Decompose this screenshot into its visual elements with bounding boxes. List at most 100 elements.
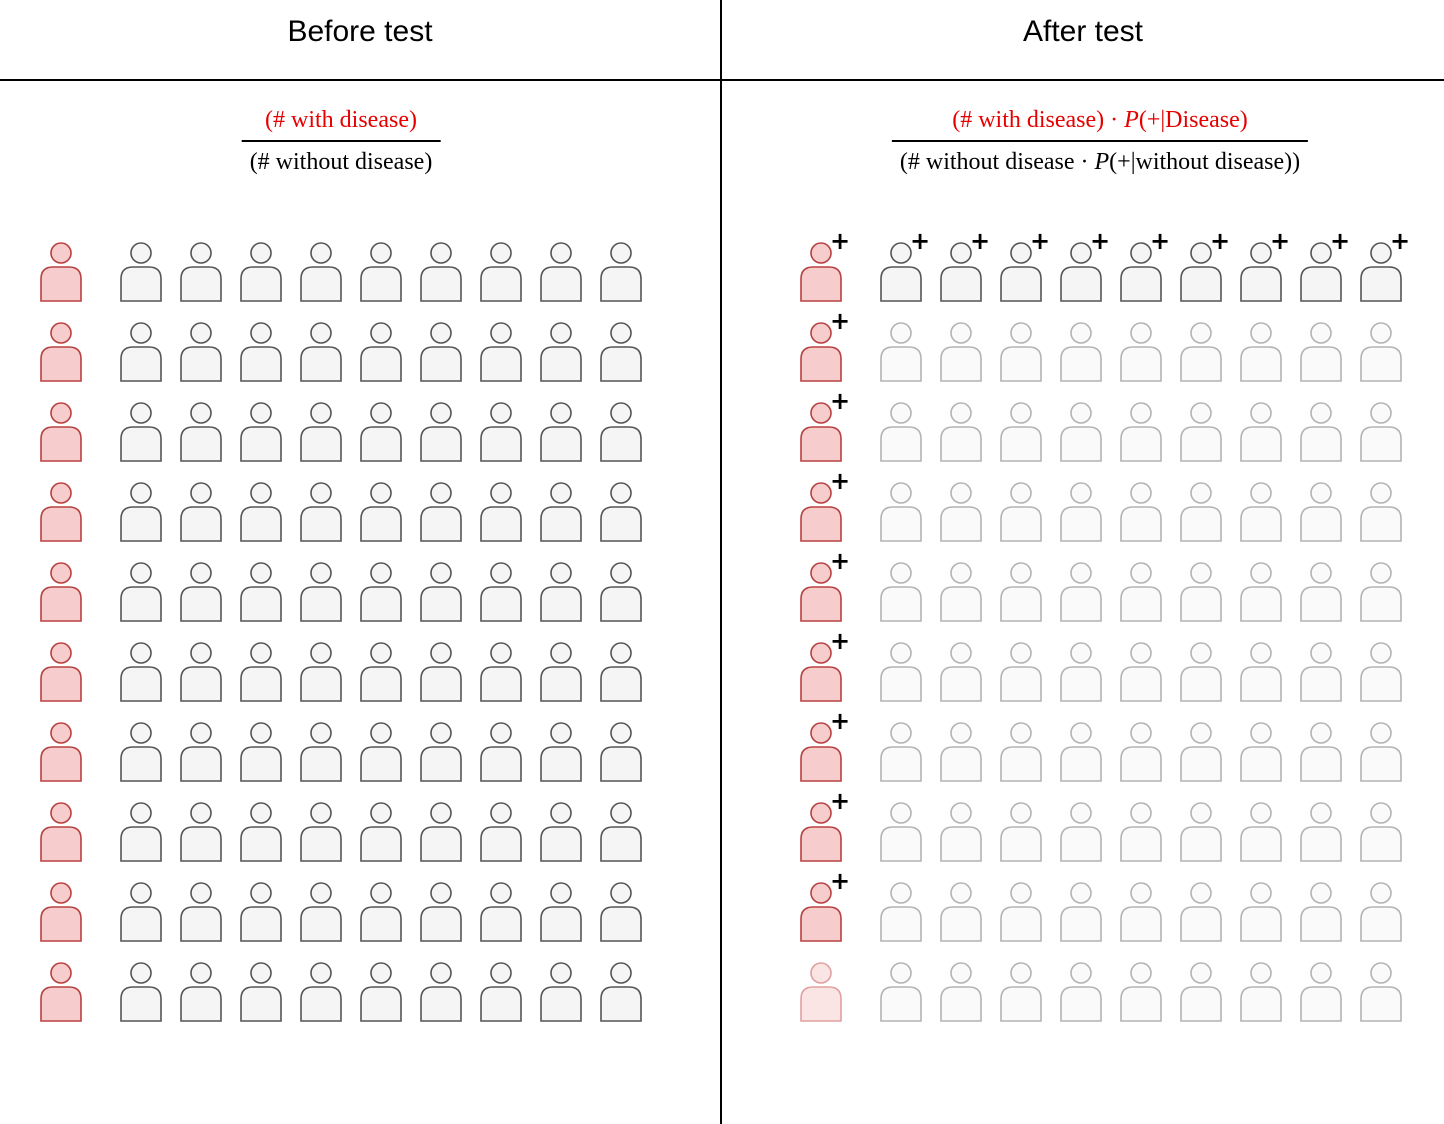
healthy-false-positive-person-icon <box>1300 242 1342 302</box>
healthy-negative-person-icon <box>1300 642 1342 702</box>
healthy-person-icon <box>600 402 642 462</box>
healthy-negative-person-icon <box>1360 722 1402 782</box>
healthy-negative-person-icon <box>1120 642 1162 702</box>
healthy-person-icon <box>360 322 402 382</box>
healthy-person-icon <box>180 242 222 302</box>
after-test-numerator: (# with disease) · P(+|Disease) <box>952 107 1248 133</box>
healthy-person-icon <box>180 722 222 782</box>
healthy-negative-person-icon <box>1360 962 1402 1022</box>
healthy-person-icon <box>360 482 402 542</box>
healthy-person-icon <box>540 322 582 382</box>
healthy-negative-person-icon <box>1360 562 1402 622</box>
positive-test-plus-icon: + <box>1090 227 1110 255</box>
healthy-negative-person-icon <box>1000 962 1042 1022</box>
healthy-person-icon <box>120 562 162 622</box>
healthy-negative-person-icon <box>1240 882 1282 942</box>
healthy-negative-person-icon <box>880 962 922 1022</box>
healthy-person-icon <box>300 482 342 542</box>
healthy-negative-person-icon <box>1240 402 1282 462</box>
healthy-negative-person-icon <box>1240 642 1282 702</box>
healthy-person-icon <box>480 402 522 462</box>
healthy-negative-person-icon <box>940 562 982 622</box>
healthy-person-icon <box>540 642 582 702</box>
healthy-negative-person-icon <box>1000 882 1042 942</box>
healthy-negative-person-icon <box>880 722 922 782</box>
healthy-negative-person-icon <box>940 882 982 942</box>
healthy-negative-person-icon <box>940 802 982 862</box>
healthy-negative-person-icon <box>1300 322 1342 382</box>
healthy-person-icon <box>420 242 462 302</box>
healthy-false-positive-person-icon <box>1060 242 1102 302</box>
diseased-person-icon <box>40 962 82 1022</box>
diseased-person-icon <box>40 722 82 782</box>
diseased-person-icon <box>40 402 82 462</box>
healthy-negative-person-icon <box>880 402 922 462</box>
healthy-negative-person-icon <box>1000 802 1042 862</box>
healthy-person-icon <box>120 482 162 542</box>
healthy-negative-person-icon <box>1300 482 1342 542</box>
diseased-person-icon <box>40 882 82 942</box>
healthy-person-icon <box>180 962 222 1022</box>
healthy-person-icon <box>600 642 642 702</box>
healthy-negative-person-icon <box>880 882 922 942</box>
healthy-negative-person-icon <box>1300 562 1342 622</box>
healthy-person-icon <box>360 882 402 942</box>
healthy-person-icon <box>120 322 162 382</box>
healthy-person-icon <box>420 722 462 782</box>
healthy-person-icon <box>180 882 222 942</box>
healthy-person-icon <box>600 802 642 862</box>
healthy-negative-person-icon <box>880 642 922 702</box>
healthy-negative-person-icon <box>1060 722 1102 782</box>
healthy-negative-person-icon <box>1180 642 1222 702</box>
healthy-person-icon <box>120 642 162 702</box>
healthy-person-icon <box>420 882 462 942</box>
healthy-negative-person-icon <box>1300 962 1342 1022</box>
healthy-negative-person-icon <box>1360 322 1402 382</box>
diseased-positive-person-icon <box>800 562 842 622</box>
diseased-positive-person-icon <box>800 642 842 702</box>
healthy-negative-person-icon <box>940 962 982 1022</box>
healthy-negative-person-icon <box>1120 722 1162 782</box>
healthy-negative-person-icon <box>1360 642 1402 702</box>
diseased-person-icon <box>40 802 82 862</box>
healthy-negative-person-icon <box>1000 722 1042 782</box>
healthy-negative-person-icon <box>1120 562 1162 622</box>
healthy-negative-person-icon <box>1000 562 1042 622</box>
diseased-positive-person-icon <box>800 242 842 302</box>
healthy-person-icon <box>300 242 342 302</box>
before-test-formula: (# with disease) (# without disease) <box>241 104 441 178</box>
healthy-person-icon <box>360 242 402 302</box>
healthy-person-icon <box>300 722 342 782</box>
panel-divider <box>720 0 722 1124</box>
healthy-person-icon <box>420 322 462 382</box>
healthy-person-icon <box>300 322 342 382</box>
healthy-negative-person-icon <box>1060 402 1102 462</box>
healthy-person-icon <box>540 482 582 542</box>
healthy-negative-person-icon <box>1180 722 1222 782</box>
healthy-negative-person-icon <box>1120 802 1162 862</box>
healthy-person-icon <box>180 642 222 702</box>
healthy-negative-person-icon <box>1000 402 1042 462</box>
healthy-person-icon <box>180 802 222 862</box>
positive-test-plus-icon: + <box>1030 227 1050 255</box>
healthy-person-icon <box>600 962 642 1022</box>
healthy-person-icon <box>240 482 282 542</box>
healthy-negative-person-icon <box>1180 882 1222 942</box>
healthy-negative-person-icon <box>1060 802 1102 862</box>
diseased-positive-person-icon <box>800 402 842 462</box>
healthy-person-icon <box>240 882 282 942</box>
healthy-negative-person-icon <box>880 562 922 622</box>
healthy-negative-person-icon <box>1180 962 1222 1022</box>
healthy-person-icon <box>480 562 522 622</box>
healthy-person-icon <box>600 562 642 622</box>
healthy-person-icon <box>540 802 582 862</box>
healthy-negative-person-icon <box>1120 322 1162 382</box>
healthy-negative-person-icon <box>1180 802 1222 862</box>
healthy-negative-person-icon <box>1240 482 1282 542</box>
healthy-person-icon <box>360 962 402 1022</box>
healthy-person-icon <box>360 802 402 862</box>
healthy-person-icon <box>540 962 582 1022</box>
healthy-negative-person-icon <box>1120 482 1162 542</box>
healthy-person-icon <box>480 242 522 302</box>
healthy-person-icon <box>420 802 462 862</box>
